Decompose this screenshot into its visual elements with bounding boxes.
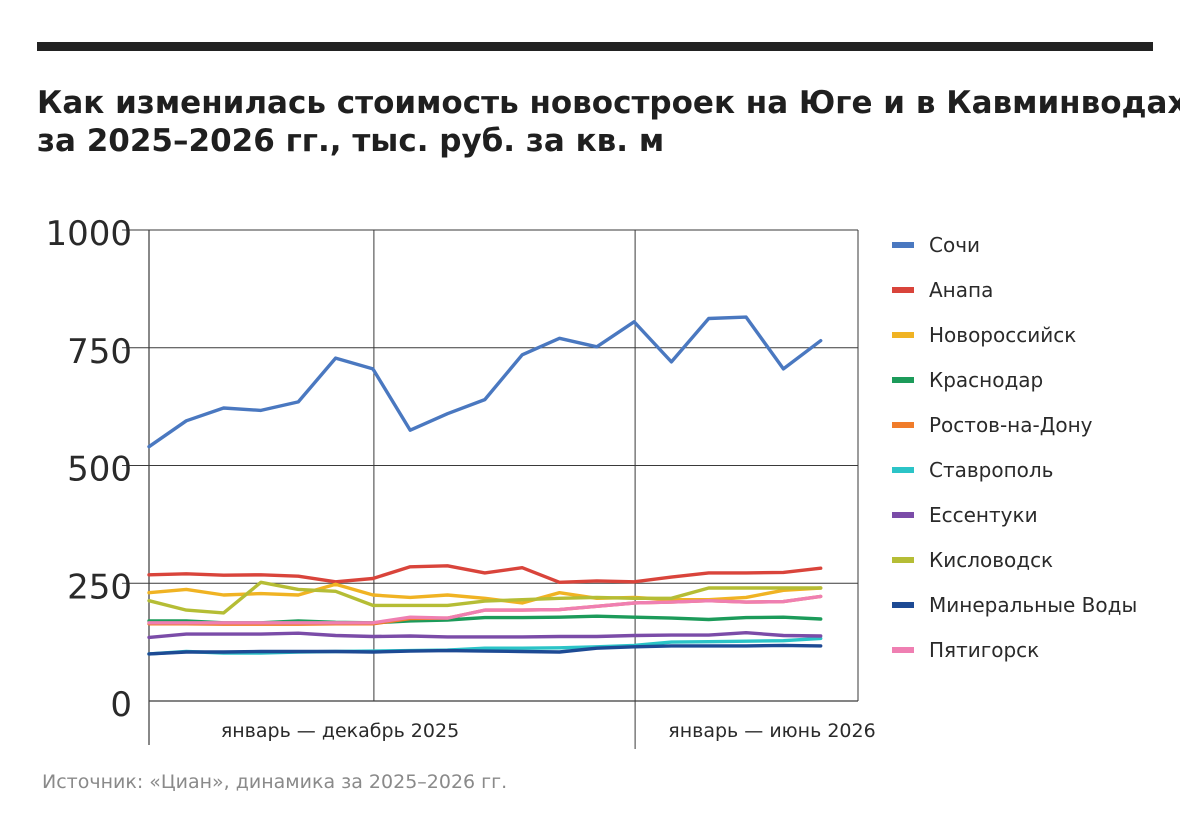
legend-label-9: Минеральные Воды	[929, 593, 1137, 617]
grid	[122, 229, 858, 749]
series-line-1	[147, 315, 823, 449]
legend-swatch-1	[892, 242, 914, 248]
chart-title: Как изменилась стоимость новостроек на Ю…	[37, 84, 1180, 160]
axes: 0 250 500 750 1000 январь — декабрь 2025 январ…	[45, 214, 876, 745]
legend-label-6: Ставрополь	[929, 458, 1053, 482]
legend-label-1: Сочи	[929, 233, 980, 257]
y-tick-label: 0	[110, 685, 132, 725]
legend-swatch-5	[892, 422, 914, 428]
y-tick-label: 500	[67, 450, 132, 490]
series-line-7	[147, 631, 823, 640]
source-note: Источник: «Циан», динамика за 2025–2026 …	[42, 771, 508, 793]
legend-swatch-8	[892, 557, 914, 563]
period-label-2026: январь — июнь 2026	[668, 720, 875, 742]
legend-swatch-2	[892, 287, 914, 293]
legend-label-8: Кисловодск	[929, 548, 1053, 572]
legend-label-5: Ростов-на-Дону	[929, 413, 1093, 437]
legend-label-7: Ессентуки	[929, 503, 1038, 527]
series-lines	[147, 315, 823, 656]
legend-swatch-3	[892, 332, 914, 338]
legend-swatch-7	[892, 512, 914, 518]
legend-label-2: Анапа	[929, 278, 993, 302]
y-tick-label: 250	[67, 567, 132, 607]
legend-label-10: Пятигорск	[929, 638, 1039, 662]
legend-swatch-9	[892, 602, 914, 608]
chart-title-line-2: за 2025–2026 гг., тыс. руб. за кв. м	[37, 123, 665, 159]
legend: Сочи Анапа Новороссийск Краснодар Ростов-на-…	[892, 233, 1137, 662]
y-tick-label: 750	[67, 332, 132, 372]
chart-title-line-1: Как изменилась стоимость новостроек на Ю…	[37, 85, 1180, 121]
legend-swatch-4	[892, 377, 914, 383]
series-line-9	[147, 643, 823, 656]
period-label-2025: январь — декабрь 2025	[221, 720, 459, 742]
series-line-10	[147, 594, 823, 625]
series-line-8	[147, 580, 823, 615]
series-line-2	[147, 564, 823, 584]
legend-swatch-6	[892, 467, 914, 473]
legend-label-3: Новороссийск	[929, 323, 1076, 347]
legend-label-4: Краснодар	[929, 368, 1043, 392]
y-tick-label: 1000	[45, 214, 132, 254]
legend-swatch-10	[892, 647, 914, 653]
top-rule	[37, 42, 1153, 51]
